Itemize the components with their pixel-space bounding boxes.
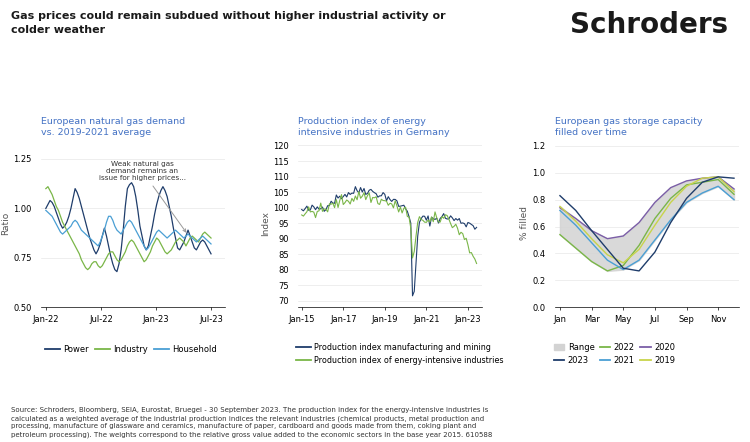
Text: European natural gas demand
vs. 2019-2021 average: European natural gas demand vs. 2019-202… — [41, 117, 185, 137]
Text: Weak natural gas
demand remains an
issue for higher prices...: Weak natural gas demand remains an issue… — [99, 161, 186, 232]
Text: Source: Schroders, Bloomberg, SEIA, Eurostat, Bruegel - 30 September 2023. The p: Source: Schroders, Bloomberg, SEIA, Euro… — [11, 408, 493, 438]
Text: Gas prices could remain subdued without higher industrial activity or
colder wea: Gas prices could remain subdued without … — [11, 11, 445, 34]
Text: Schroders: Schroders — [570, 11, 728, 39]
Legend: Production index manufacturing and mining, Production index of energy-intensive : Production index manufacturing and minin… — [293, 340, 507, 368]
Text: Production index of energy
intensive industries in Germany: Production index of energy intensive ind… — [298, 117, 450, 137]
Y-axis label: Ratio: Ratio — [2, 212, 10, 235]
Legend: Power, Industry, Household: Power, Industry, Household — [42, 342, 220, 357]
Y-axis label: Index: Index — [261, 211, 270, 236]
Y-axis label: % filled: % filled — [520, 206, 530, 240]
Text: European gas storage capacity
filled over time: European gas storage capacity filled ove… — [555, 117, 703, 137]
Legend: Range, 2023, 2022, 2021, 2020, 2019: Range, 2023, 2022, 2021, 2020, 2019 — [550, 340, 678, 369]
